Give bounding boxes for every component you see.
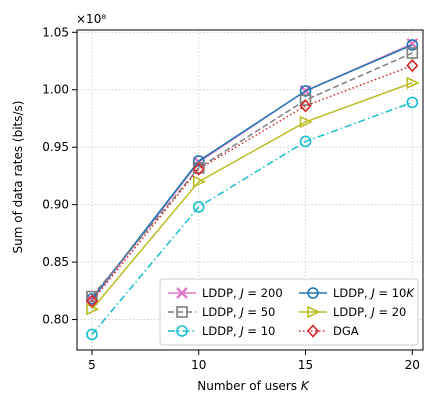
y-tick-label: 0.90 [42,198,69,212]
data-point [192,155,205,167]
legend-marker [307,287,319,299]
data-point [406,76,420,90]
legend-label: DGA [333,324,359,338]
data-point [192,175,207,188]
legend-marker [307,305,321,319]
y-tick-label: 0.95 [42,140,69,154]
x-tick-label: 20 [405,358,420,372]
legend-box [159,278,419,346]
data-point [299,135,312,148]
legend-label: LDDP, J = 10K [333,286,415,300]
series-line [91,44,413,300]
x-axis-label: Number of users K [197,379,310,393]
data-point [192,162,205,176]
data-point [406,47,419,59]
legend-marker [176,287,188,299]
data-point [406,96,419,109]
series-line [91,101,413,335]
legend-label: LDDP, J = 20 [333,305,406,319]
series-layer [85,37,420,341]
legend-item: LDDP, J = 20 [299,305,406,319]
x-tick-label: 5 [88,358,96,372]
legend: LDDP, J = 200 LDDP, J = 10K LDDP, J = 50 LD… [159,278,419,346]
data-point [86,290,98,303]
x-tick-label: 15 [298,358,313,372]
data-point [406,39,419,51]
series-4 [86,96,419,341]
data-point [85,294,99,308]
data-point [299,99,312,113]
legend-label: LDDP, J = 50 [202,305,275,319]
y-axis-label: Sum of data rates (bits/s) [11,101,25,254]
legend-label: LDDP, J = 10 [202,324,275,338]
series-line [91,64,413,302]
data-point [299,94,312,106]
data-point [86,328,98,341]
legend-item: LDDP, J = 50 [168,305,275,319]
data-point [299,85,312,97]
legend-item: DGA [299,324,359,338]
series-line [91,82,413,310]
y-tick-label: 0.80 [42,313,69,327]
y-tick-label: 1.05 [42,25,69,39]
plot-frame [76,29,424,351]
legend-marker [176,325,188,337]
data-point [406,58,419,73]
data-point [299,115,313,129]
legend-item: LDDP, J = 10 [168,324,275,338]
series-line [91,52,413,298]
axis-ticks: 5 10 15 20 0.80 0.85 0.90 0.95 1.00 1.05 [42,25,420,372]
y-tick-label: 1.00 [42,83,69,97]
legend-item: LDDP, J = 10K [299,286,415,300]
series-2 [86,47,419,303]
y-tick-label: 0.85 [42,255,69,269]
legend-marker [176,306,188,318]
legend-marker [306,324,320,338]
y-scale-label: ×10⁸ [76,12,106,26]
legend-item: LDDP, J = 200 [168,286,283,300]
legend-label: LDDP, J = 200 [202,286,283,300]
series-5 [85,58,419,308]
data-point [192,201,205,213]
x-tick-label: 10 [191,358,206,372]
